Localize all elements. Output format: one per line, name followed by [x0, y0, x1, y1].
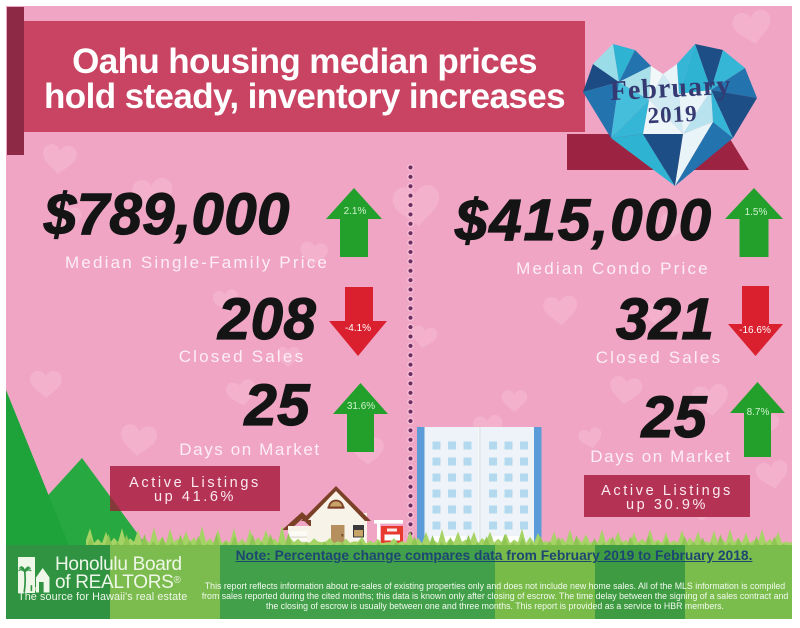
- svg-text:-16.6%: -16.6%: [739, 325, 771, 336]
- svg-text:8.7%: 8.7%: [747, 407, 770, 418]
- svg-text:2.1%: 2.1%: [344, 206, 367, 217]
- svg-text:-4.1%: -4.1%: [345, 323, 371, 334]
- svg-text:February: February: [609, 70, 732, 107]
- svg-text:1.5%: 1.5%: [745, 207, 768, 218]
- svg-text:2019: 2019: [647, 101, 698, 129]
- svg-text:31.6%: 31.6%: [347, 401, 375, 412]
